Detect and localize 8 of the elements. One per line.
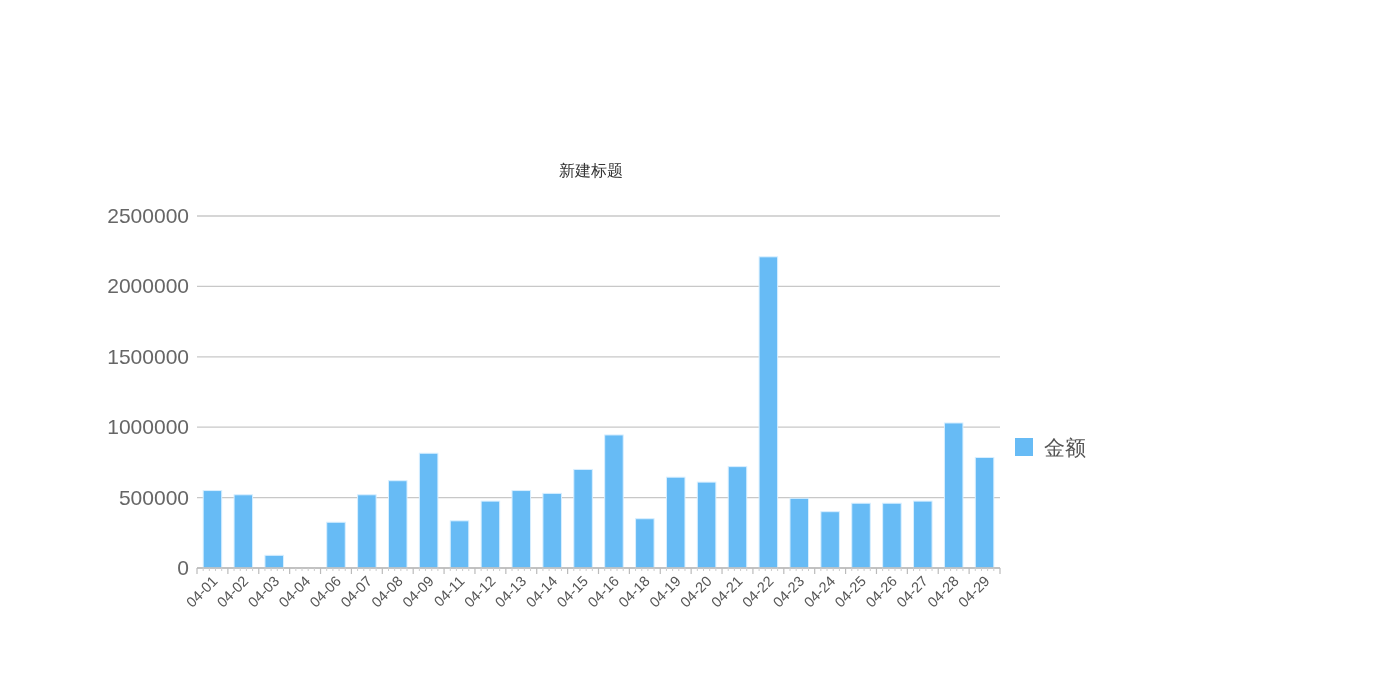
y-tick-label: 0 (177, 556, 189, 579)
legend-label: 金额 (1044, 436, 1086, 459)
y-tick-label: 1500000 (107, 344, 189, 368)
title: 新建标题 (558, 161, 623, 180)
y-tick-label: 1000000 (107, 415, 189, 439)
y-tick-label: 500000 (118, 485, 189, 509)
y-tick-label: 2500000 (107, 204, 189, 227)
y-tick-label: 2000000 (107, 274, 189, 298)
